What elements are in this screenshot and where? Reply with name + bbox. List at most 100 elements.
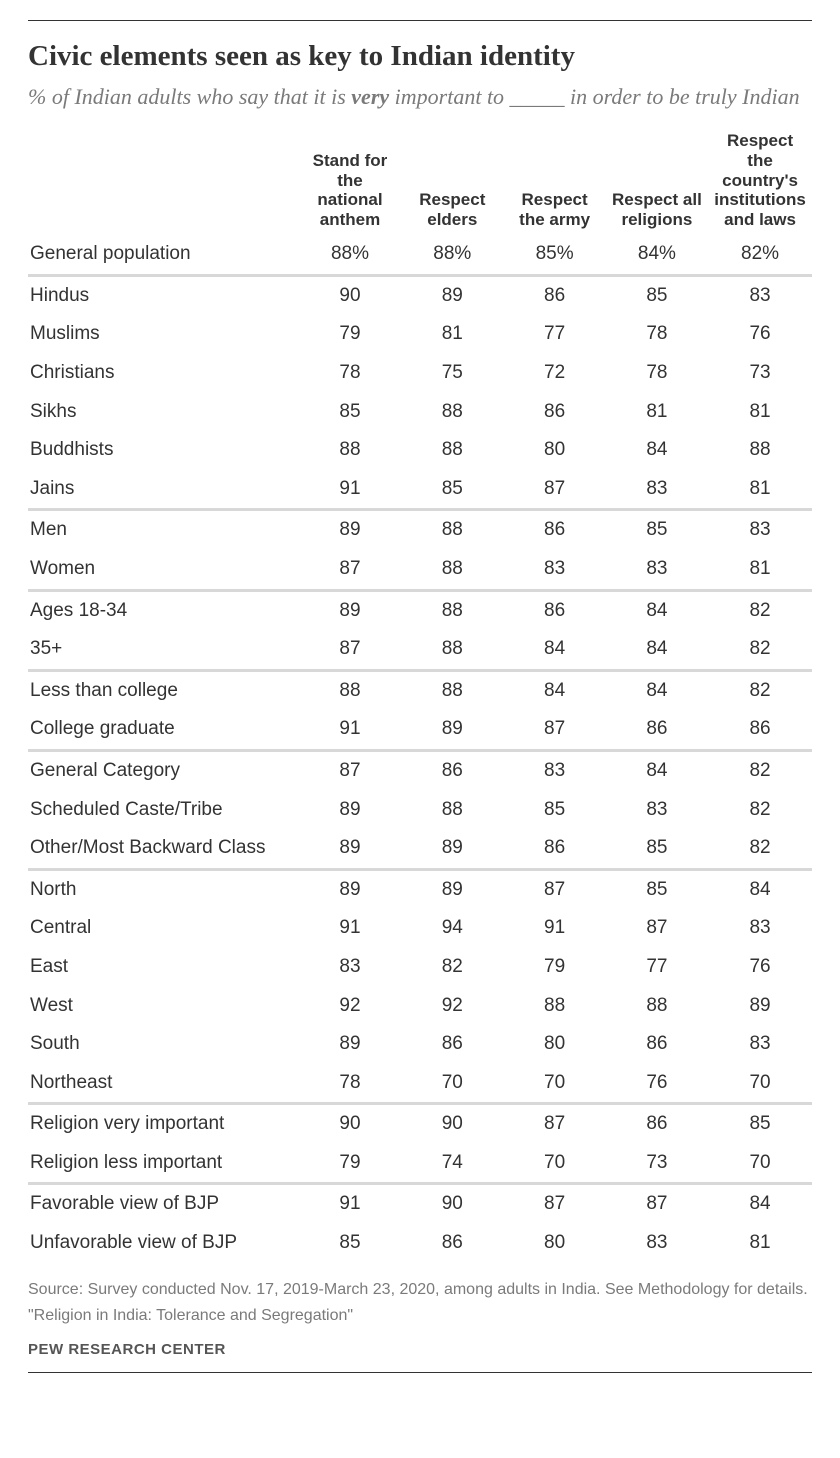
table-row: Buddhists8888808488	[28, 431, 812, 470]
data-cell: 70	[708, 1144, 812, 1184]
data-cell: 84	[606, 590, 708, 630]
row-label: Ages 18-34	[28, 590, 299, 630]
data-cell: 83	[708, 909, 812, 948]
data-cell: 83	[606, 550, 708, 590]
data-cell: 88	[401, 393, 503, 432]
data-cell: 88%	[299, 235, 401, 275]
data-cell: 88	[503, 987, 605, 1026]
data-cell: 89	[299, 829, 401, 869]
data-cell: 70	[708, 1064, 812, 1104]
footnote-report: "Religion in India: Tolerance and Segreg…	[28, 1305, 812, 1327]
data-cell: 86	[401, 1224, 503, 1263]
data-cell: 82	[708, 630, 812, 670]
data-cell: 83	[708, 1025, 812, 1064]
data-cell: 81	[708, 550, 812, 590]
row-label: Religion less important	[28, 1144, 299, 1184]
row-label: Christians	[28, 354, 299, 393]
data-cell: 91	[299, 1184, 401, 1224]
data-cell: 78	[606, 354, 708, 393]
row-label: West	[28, 987, 299, 1026]
data-cell: 88	[401, 630, 503, 670]
data-cell: 80	[503, 1224, 605, 1263]
row-label: Hindus	[28, 275, 299, 315]
table-row: Ages 18-348988868482	[28, 590, 812, 630]
row-label: General Category	[28, 750, 299, 790]
data-cell: 88	[401, 791, 503, 830]
data-cell: 85	[606, 510, 708, 550]
data-cell: 81	[708, 393, 812, 432]
data-cell: 70	[503, 1064, 605, 1104]
table-row: Northeast7870707670	[28, 1064, 812, 1104]
data-cell: 80	[503, 431, 605, 470]
attribution: PEW RESEARCH CENTER	[28, 1341, 812, 1358]
col-header-anthem: Stand for the national anthem	[299, 127, 401, 235]
subtitle-bold-word: very	[351, 84, 389, 109]
data-cell: 86	[708, 710, 812, 750]
col-header-religions: Respect all religions	[606, 127, 708, 235]
data-cell: 85	[606, 869, 708, 909]
data-cell: 70	[503, 1144, 605, 1184]
data-cell: 85%	[503, 235, 605, 275]
data-cell: 89	[299, 590, 401, 630]
data-cell: 92	[401, 987, 503, 1026]
table-row: Religion less important7974707370	[28, 1144, 812, 1184]
row-label: Men	[28, 510, 299, 550]
footnote-source: Source: Survey conducted Nov. 17, 2019-M…	[28, 1279, 812, 1301]
data-cell: 79	[299, 1144, 401, 1184]
row-label: 35+	[28, 630, 299, 670]
data-cell: 86	[503, 829, 605, 869]
row-label: Muslims	[28, 315, 299, 354]
data-cell: 83	[708, 275, 812, 315]
row-label: Less than college	[28, 670, 299, 710]
header-row: Stand for the national anthem Respect el…	[28, 127, 812, 235]
data-cell: 85	[299, 1224, 401, 1263]
row-label: Buddhists	[28, 431, 299, 470]
data-cell: 89	[401, 710, 503, 750]
table-row: Central9194918783	[28, 909, 812, 948]
table-row: West9292888889	[28, 987, 812, 1026]
data-cell: 91	[299, 710, 401, 750]
row-label: Favorable view of BJP	[28, 1184, 299, 1224]
data-cell: 92	[299, 987, 401, 1026]
data-cell: 89	[299, 869, 401, 909]
data-cell: 89	[401, 869, 503, 909]
data-cell: 86	[606, 1104, 708, 1144]
footnotes: Source: Survey conducted Nov. 17, 2019-M…	[28, 1279, 812, 1328]
data-cell: 78	[606, 315, 708, 354]
subtitle-suffix: important to _____ in order to be truly …	[389, 84, 799, 109]
data-cell: 85	[299, 393, 401, 432]
data-cell: 82	[708, 670, 812, 710]
data-cell: 89	[401, 275, 503, 315]
data-cell: 90	[401, 1184, 503, 1224]
data-cell: 83	[503, 750, 605, 790]
table-row: General population88%88%85%84%82%	[28, 235, 812, 275]
data-cell: 89	[401, 829, 503, 869]
data-cell: 88	[401, 590, 503, 630]
table-row: Sikhs8588868181	[28, 393, 812, 432]
data-cell: 85	[708, 1104, 812, 1144]
row-label: Central	[28, 909, 299, 948]
data-cell: 89	[299, 791, 401, 830]
col-header-elders: Respect elders	[401, 127, 503, 235]
data-cell: 82	[708, 829, 812, 869]
data-cell: 88	[299, 670, 401, 710]
data-cell: 82	[708, 750, 812, 790]
data-cell: 90	[299, 1104, 401, 1144]
data-cell: 85	[503, 791, 605, 830]
data-cell: 73	[606, 1144, 708, 1184]
data-cell: 88%	[401, 235, 503, 275]
data-cell: 82%	[708, 235, 812, 275]
data-cell: 86	[503, 510, 605, 550]
row-label: College graduate	[28, 710, 299, 750]
data-cell: 74	[401, 1144, 503, 1184]
col-header-army: Respect the army	[503, 127, 605, 235]
data-cell: 87	[299, 630, 401, 670]
table-row: Unfavorable view of BJP8586808381	[28, 1224, 812, 1263]
data-cell: 81	[606, 393, 708, 432]
data-cell: 90	[299, 275, 401, 315]
row-label: East	[28, 948, 299, 987]
row-label: Northeast	[28, 1064, 299, 1104]
data-cell: 91	[299, 909, 401, 948]
row-label: Jains	[28, 470, 299, 510]
data-cell: 88	[606, 987, 708, 1026]
